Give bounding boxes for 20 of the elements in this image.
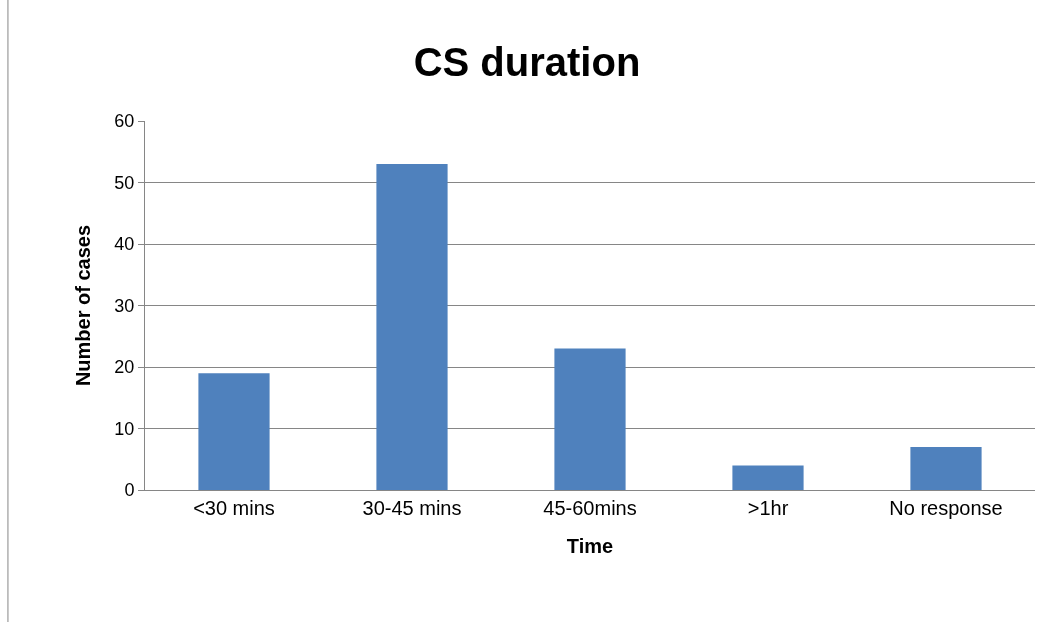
y-tick-label: 60 [114,111,135,132]
x-tick-label: No response [889,497,1003,519]
x-tick-label: 30-45 mins [362,497,462,519]
bar [198,373,270,490]
bar [910,446,982,490]
y-tick-label: 10 [114,418,135,439]
bar [732,465,804,490]
bar [376,164,448,490]
x-tick-label: 45-60mins [543,497,637,519]
y-axis-title: Number of cases [71,224,94,387]
x-tick-label: >1hr [747,497,789,519]
bar [554,348,626,490]
x-tick-label: <30 mins [193,497,275,519]
y-tick-label: 0 [124,480,135,501]
y-tick-label: 40 [114,234,135,255]
y-tick-label: 30 [114,295,135,316]
x-axis-title: Time [566,534,614,557]
y-tick-label: 50 [114,172,135,193]
chart-title: CS duration [413,40,641,85]
y-tick-label: 20 [114,357,135,378]
